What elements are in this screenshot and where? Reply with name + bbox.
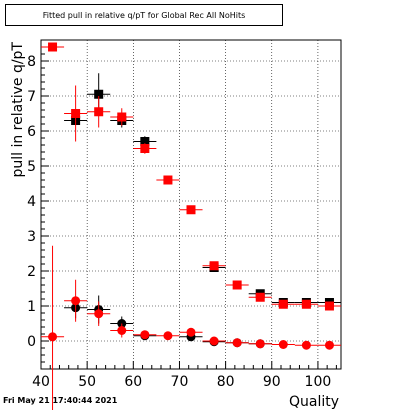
y-tick-label: 8 (27, 54, 36, 70)
data-point-circle (117, 326, 127, 335)
data-point-circle (324, 340, 334, 350)
data-point-square (140, 137, 150, 146)
data-point-square (232, 280, 242, 290)
data-point-circle (71, 296, 81, 306)
y-tick-label: 1 (27, 299, 36, 315)
y-tick-label: 0 (27, 334, 36, 350)
x-tick-label: 80 (217, 374, 235, 390)
y-axis-label: pull in relative q/pT (10, 42, 26, 178)
data-point-square (94, 107, 104, 117)
chart-title: Fitted pull in relative q/pT for Global … (5, 4, 283, 26)
y-tick-label: 4 (27, 194, 36, 210)
x-tick-label: 60 (124, 374, 142, 390)
data-point-square (255, 292, 265, 302)
data-point-circle (255, 339, 265, 349)
y-tick-label: 7 (27, 89, 36, 105)
data-point-square (301, 299, 311, 309)
data-point-circle (301, 340, 311, 350)
data-point-circle (140, 330, 150, 340)
data-point-square (48, 42, 58, 52)
x-tick-label: 90 (263, 374, 281, 390)
data-point-square (324, 301, 334, 311)
data-point-square (117, 112, 127, 122)
data-point-circle (209, 336, 219, 346)
data-point-square (186, 205, 196, 215)
plot-frame (40, 39, 342, 370)
y-tick-label: 3 (27, 229, 36, 245)
data-point-square (71, 109, 81, 118)
x-tick-label: 50 (78, 374, 96, 390)
x-tick-label: 40 (32, 374, 50, 390)
x-tick-label: 100 (305, 374, 332, 390)
data-point-circle (186, 327, 196, 337)
y-tick-label: 6 (27, 124, 36, 140)
data-point-circle (278, 340, 288, 349)
data-point-circle (232, 338, 242, 348)
data-point-circle (48, 332, 58, 342)
x-axis-label: Quality (289, 394, 339, 410)
data-point-square (278, 299, 288, 309)
x-tick-label: 70 (171, 374, 189, 390)
footer-timestamp: Fri May 21 17:40:44 2021 (3, 396, 118, 405)
data-point-square (140, 144, 150, 153)
data-point-circle (94, 309, 104, 319)
data-point-square (94, 89, 104, 99)
data-point-square (163, 175, 173, 185)
y-tick-label: 5 (27, 159, 36, 175)
data-point-square (209, 261, 219, 271)
y-tick-label: 2 (27, 264, 36, 280)
data-point-circle (163, 331, 173, 341)
